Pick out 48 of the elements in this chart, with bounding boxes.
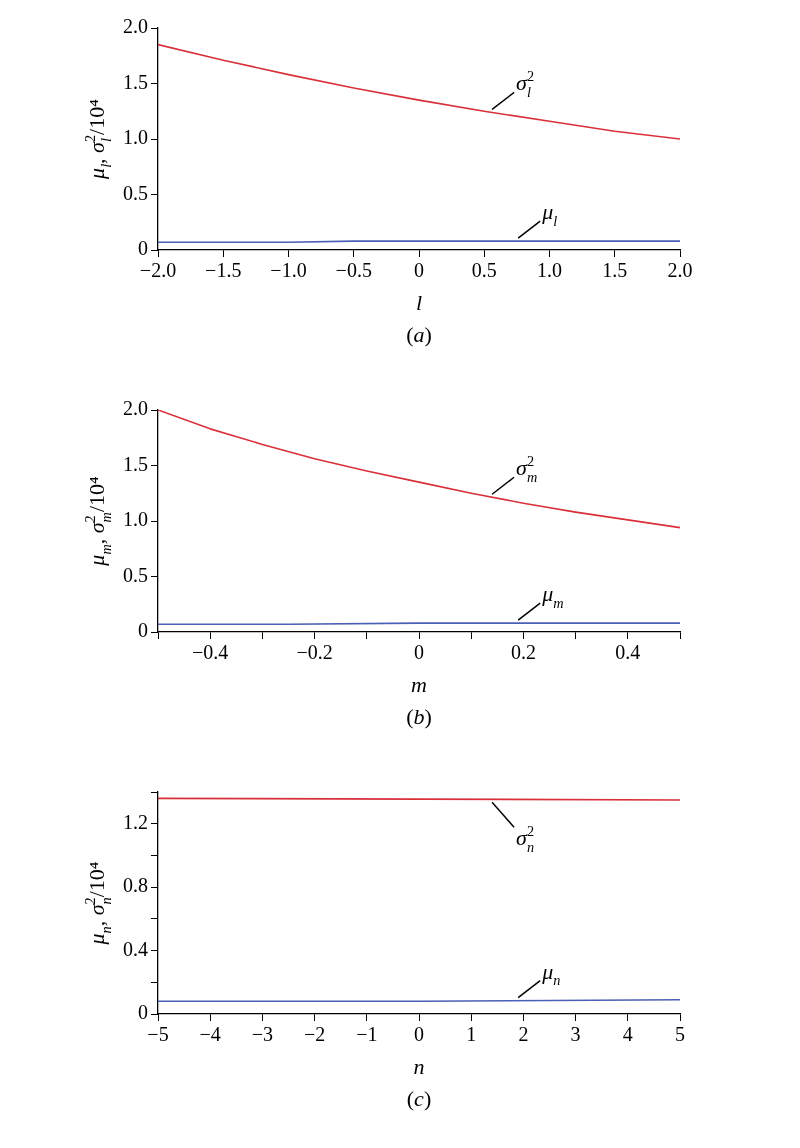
text: (a)	[406, 322, 432, 347]
x-tick-label: −4	[199, 1023, 221, 1046]
x-tick-label: 0.5	[471, 259, 497, 282]
x-tick-label: 0	[414, 1023, 424, 1046]
x-tick-label: −1.5	[205, 259, 242, 282]
x-tick-label: −0.4	[192, 641, 229, 664]
x-tick-label: 1.0	[537, 259, 562, 282]
x-tick-label: 4	[622, 1023, 633, 1046]
x-tick-label: −5	[147, 1023, 169, 1046]
x-tick-label: −2	[303, 1023, 326, 1046]
x-tick-label: 0.2	[510, 641, 536, 664]
x-tick-label: −1.0	[270, 259, 307, 282]
x-tick-label: −2.0	[139, 259, 177, 282]
x-tick-label: 1.5	[602, 259, 628, 282]
x-tick-label: −0.5	[335, 259, 372, 282]
x-tick-label: 0.4	[615, 641, 641, 664]
y-tick-label: 2.0	[123, 397, 148, 420]
y-tick-label: 0.4	[123, 937, 148, 960]
y-tick-label: 0.5	[123, 563, 148, 586]
text: (c)	[406, 1086, 432, 1111]
x-tick-label: 2	[518, 1023, 529, 1046]
x-tick-label: 0	[414, 641, 424, 664]
y-tick-label: 0	[138, 1001, 148, 1024]
x-tick-label: 2.0	[667, 259, 693, 282]
x-tick-label: −3	[251, 1023, 274, 1046]
y-tick-label: 0.5	[123, 181, 148, 204]
x-tick-label: 3	[570, 1023, 581, 1046]
y-tick-label: 1.5	[123, 70, 148, 93]
text: μn, σn2/10⁴	[81, 861, 114, 945]
x-tick-label: −1	[356, 1023, 378, 1046]
y-tick-label: 0.8	[123, 874, 148, 897]
x-axis-title: m	[411, 672, 427, 697]
text: μm, σm2/10⁴	[81, 476, 114, 566]
x-tick-label: 5	[675, 1023, 685, 1046]
y-tick-label: 1.0	[123, 508, 148, 531]
x-axis-title: n	[413, 1054, 425, 1079]
y-tick-label: 0	[138, 237, 148, 260]
y-tick-label: 1.2	[123, 810, 148, 833]
y-tick-label: 1.5	[123, 452, 148, 475]
x-tick-label: −0.2	[296, 641, 333, 664]
x-tick-label: 1	[466, 1023, 477, 1046]
y-tick-label: 1.0	[123, 126, 148, 149]
y-tick-label: 0	[138, 619, 148, 642]
x-axis-title: l	[415, 290, 423, 315]
text: (b)	[406, 704, 432, 729]
x-tick-label: 0	[414, 259, 424, 282]
y-tick-label: 2.0	[123, 15, 148, 38]
text: μl, σl2/10⁴	[81, 99, 114, 179]
